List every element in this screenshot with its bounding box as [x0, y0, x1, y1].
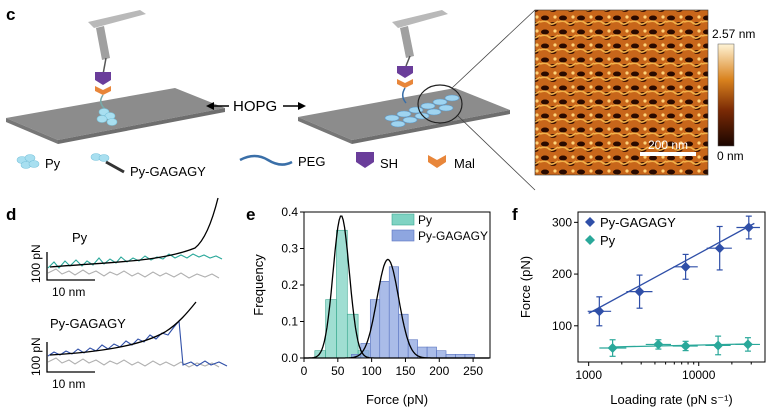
x-tick-label: 50 — [331, 364, 345, 378]
legend-marker — [585, 235, 595, 245]
legend-py-gagagy: Py-GAGAGY — [130, 164, 206, 179]
y-scale-label-bottom: 100 pN — [29, 337, 43, 376]
force-traces: Py 100 pN 10 nm Py-GAGAGY 100 pN 10 nm — [29, 197, 228, 391]
x-tick-label: 200 — [429, 364, 449, 378]
trace-py-baseline — [47, 268, 220, 279]
trace-gagagy-approach — [47, 319, 228, 367]
afm-colorbar — [717, 43, 735, 147]
data-point-py-gagagy — [634, 286, 645, 297]
legend-label: Py — [418, 213, 432, 227]
x-tick-label: 0 — [301, 364, 308, 378]
trace-gagagy-fit — [49, 301, 197, 356]
data-point-py-gagagy — [680, 261, 691, 272]
legend-label: Py — [600, 233, 616, 248]
trace-gagagy-baseline — [47, 357, 220, 368]
afm-cantilever-left — [88, 10, 146, 28]
hopg-center: HOPG — [206, 98, 306, 115]
histogram-bar-py-gagagy — [426, 346, 437, 359]
trace-py-fit — [49, 197, 219, 268]
trace-py-approach — [47, 253, 223, 269]
data-point-py-gagagy — [743, 222, 754, 233]
legend-swatch — [391, 213, 415, 226]
sh-legend-icon — [356, 152, 374, 168]
x-tick-label: 100 — [362, 364, 382, 378]
x-axis-title: Force (pN) — [366, 392, 428, 407]
histogram-bar-py — [336, 229, 348, 359]
y-tick-label: 100 — [552, 319, 572, 333]
zoom-circle — [417, 84, 463, 124]
y-scale-bar-bottom — [46, 342, 95, 373]
afm-scale-bar-label: 200 nm — [648, 138, 688, 152]
py-strand-right — [384, 94, 460, 128]
schematic-left — [6, 10, 225, 144]
histogram-bar-py-gagagy — [388, 266, 399, 359]
y-tick-label: 200 — [552, 267, 572, 281]
py-gagagy-legend-icon — [90, 153, 125, 174]
legend-peg: PEG — [298, 154, 325, 169]
y-tick-label: 300 — [552, 215, 572, 229]
y-tick-label: 0.1 — [281, 315, 298, 329]
legend-mal: Mal — [454, 156, 475, 171]
data-point-py — [607, 343, 618, 354]
legend-swatch — [391, 229, 415, 242]
schematic-legend: Py Py-GAGAGY PEG SH Mal — [16, 152, 475, 179]
histogram-chart: 0 50 100 150 200 250 0.0 0.1 0.2 0.3 0.4 Force (pN)… — [251, 205, 491, 407]
afm-colorbar-min: 0 nm — [717, 149, 744, 163]
y-axis-title: Frequency — [251, 254, 266, 316]
mal-legend-icon — [428, 155, 446, 168]
x-axis-title: Loading rate (pN s⁻¹) — [610, 392, 732, 407]
y-tick-label: 0.3 — [281, 242, 298, 256]
py-legend-icon — [16, 154, 40, 169]
x-tick-label: 1000 — [575, 368, 602, 382]
afm-topography-map — [535, 10, 708, 175]
x-scale-label-top: 10 nm — [52, 285, 85, 299]
legend-sh: SH — [380, 156, 398, 171]
x-tick-label: 150 — [395, 364, 415, 378]
histogram-bar-py-gagagy — [379, 281, 390, 359]
loading-rate-chart: 1000 10000 100 200 300 Loading rate (pN s⁻¹) F… — [518, 211, 766, 407]
y-scale-label-top: 100 pN — [29, 244, 43, 283]
legend-marker — [585, 217, 595, 227]
y-tick-label: 0.2 — [281, 278, 298, 292]
trace-label-py: Py — [72, 230, 88, 245]
histogram-bar-py-gagagy — [436, 350, 447, 359]
panel-label-d: d — [6, 205, 16, 224]
py-cluster-left — [96, 108, 118, 126]
x-tick-label: 10000 — [682, 368, 716, 382]
panel-label-e: e — [246, 205, 255, 224]
data-point-py — [713, 340, 724, 351]
schematic-right — [298, 9, 536, 191]
y-scale-bar-top — [46, 252, 95, 281]
x-scale-label-bottom: 10 nm — [52, 377, 85, 391]
trace-label-py-gagagy: Py-GAGAGY — [50, 316, 126, 331]
mal-marker-right — [397, 79, 413, 88]
data-point-py-gagagy — [594, 306, 605, 317]
data-point-py — [742, 339, 753, 350]
legend-label: Py-GAGAGY — [418, 229, 488, 243]
afm-colorbar-max: 2.57 nm — [712, 27, 755, 41]
data-point-py — [680, 340, 691, 351]
y-tick-label: 0.4 — [281, 205, 298, 219]
y-axis-title: Force (pN) — [518, 256, 533, 318]
legend-label: Py-GAGAGY — [600, 215, 676, 230]
afm-cantilever-right — [392, 10, 448, 28]
fit-line-py-gagagy — [588, 222, 755, 314]
hopg-label: HOPG — [233, 98, 277, 115]
peg-legend-icon — [239, 154, 293, 166]
data-point-py — [653, 339, 664, 350]
data-point-py-gagagy — [714, 243, 725, 254]
afm-image: 200 nm 2.57 nm 0 nm — [534, 9, 755, 176]
sh-marker-left — [95, 72, 111, 85]
mal-marker-left — [95, 86, 111, 95]
x-tick-label: 250 — [463, 364, 483, 378]
hopg-surface-left — [6, 88, 225, 140]
plot-frame — [577, 211, 766, 363]
sh-marker-right — [397, 66, 413, 78]
afm-scale-bar — [640, 152, 696, 156]
panel-label-f: f — [512, 205, 518, 224]
panel-label-c: c — [6, 5, 15, 24]
legend-py: Py — [45, 156, 61, 171]
y-tick-label: 0.0 — [281, 351, 298, 365]
